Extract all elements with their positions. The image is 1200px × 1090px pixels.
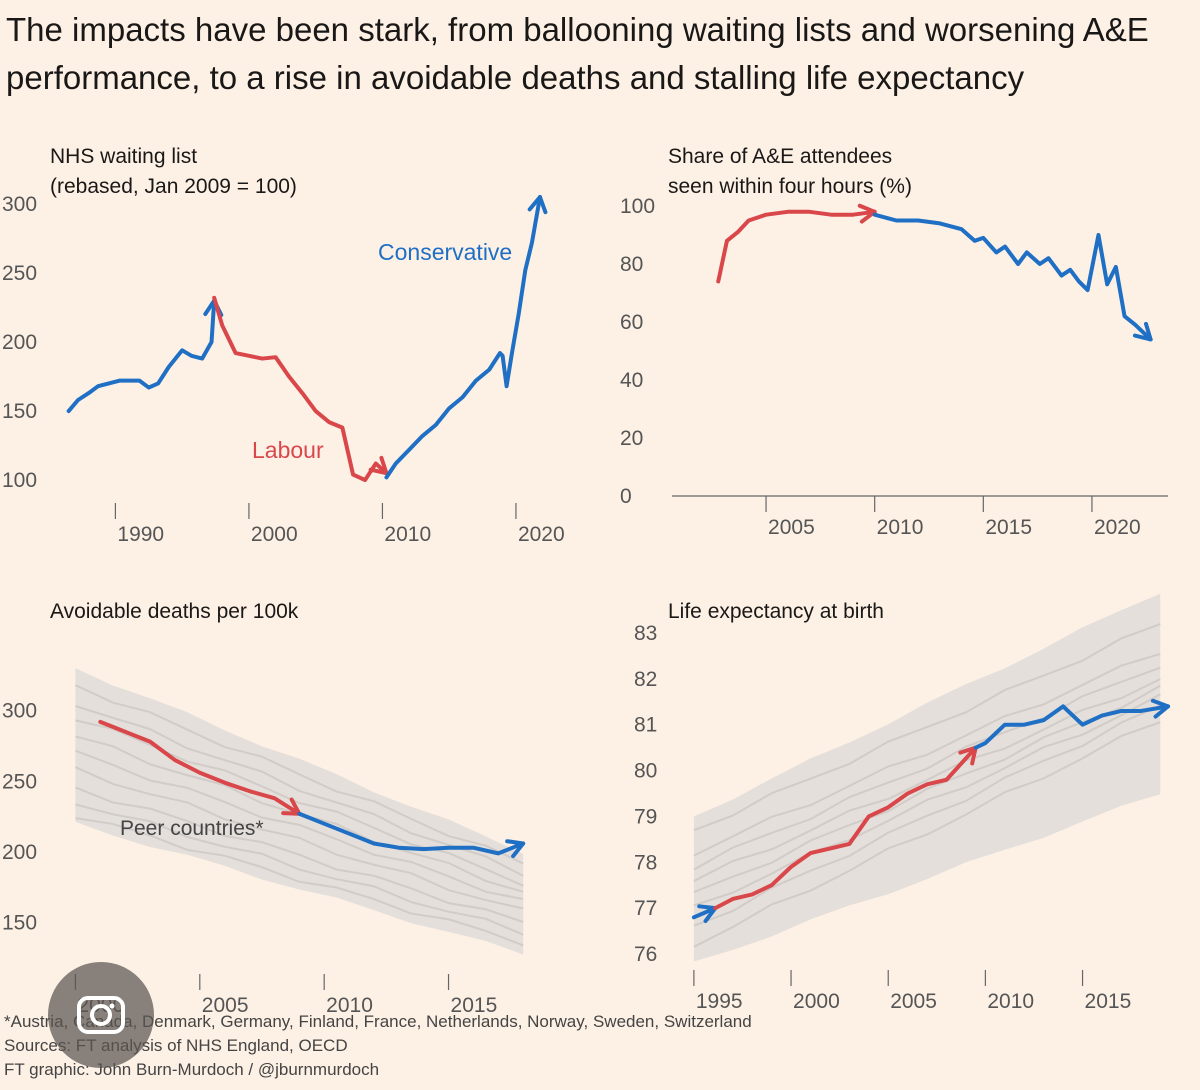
x-tick-label: 2020 <box>1094 516 1141 539</box>
chart-title-line-1: Share of A&E attendees <box>668 145 892 168</box>
peer-country-line <box>75 749 524 901</box>
peer-country-line <box>693 653 1161 857</box>
series-line-conservative <box>384 195 542 480</box>
peer-country-line <box>693 704 1161 927</box>
chart-avoidable-deaths: Avoidable deaths per 100k 150 200 250 300 20… <box>2 600 526 1017</box>
y-tick-label: 250 <box>2 770 37 793</box>
x-tick-label: 2010 <box>326 994 373 1017</box>
y-tick-label: 78 <box>634 851 657 874</box>
chart-ae-four-hours: Share of A&E attendees seen within four … <box>620 145 1168 539</box>
y-tick-label: 150 <box>2 912 37 935</box>
chart-title: Avoidable deaths per 100k <box>50 600 299 623</box>
y-tick-label: 300 <box>2 700 37 723</box>
series-line-conservative <box>973 704 1171 750</box>
footnote-graphic: FT graphic: John Burn-Murdoch / @jburnmu… <box>4 1060 380 1079</box>
y-tick-label: 200 <box>2 841 37 864</box>
peer-country-line <box>75 719 524 887</box>
x-tick-label: 2000 <box>793 990 840 1013</box>
x-tick-label: 2005 <box>890 990 937 1013</box>
y-tick-label: 83 <box>634 622 657 645</box>
peer-country-line <box>693 678 1161 882</box>
annotation-conservative: Conservative <box>378 239 512 265</box>
y-tick-label: 81 <box>634 714 657 737</box>
peer-country-line <box>693 623 1161 832</box>
y-tick-label: 250 <box>2 262 37 285</box>
peer-country-line <box>693 666 1161 871</box>
x-tick-label: 2015 <box>451 994 498 1017</box>
x-tick-label: 1995 <box>696 990 743 1013</box>
x-tick-label: 1990 <box>117 523 164 546</box>
y-tick-label: 82 <box>634 668 657 691</box>
series-line-conservative <box>872 212 1153 342</box>
y-tick-label: 20 <box>620 427 643 450</box>
peer-country-line <box>693 693 1161 907</box>
y-tick-label: 80 <box>620 253 643 276</box>
peer-country-line <box>75 766 524 910</box>
series-arrow-head <box>505 839 526 859</box>
annotation-peer-countries: Peer countries* <box>120 817 264 840</box>
chart-title-line-2: (rebased, Jan 2009 = 100) <box>50 175 297 198</box>
chart-nhs-waiting-list: NHS waiting list (rebased, Jan 2009 = 10… <box>2 145 565 546</box>
y-tick-label: 60 <box>620 311 643 334</box>
y-tick-label: 300 <box>2 193 37 216</box>
peer-country-line <box>75 786 524 923</box>
y-tick-label: 0 <box>620 485 632 508</box>
peer-country-line <box>75 684 524 865</box>
annotation-labour: Labour <box>252 437 324 463</box>
chart-title-line-1: NHS waiting list <box>50 145 197 168</box>
peer-country-line <box>75 705 524 877</box>
peer-country-line <box>75 803 524 936</box>
chart-life-expectancy: Life expectancy at birth 76 77 78 79 80 81 82 8… <box>634 593 1171 1013</box>
y-tick-label: 80 <box>634 760 657 783</box>
series-line-labour <box>713 745 978 911</box>
x-tick-label: 2020 <box>518 523 565 546</box>
series-line-labour <box>716 209 877 284</box>
y-tick-label: 40 <box>620 369 643 392</box>
series-arrow-head <box>1132 321 1153 342</box>
camera-lens-icon <box>77 996 125 1034</box>
x-tick-label: 2010 <box>877 516 924 539</box>
peer-country-line <box>75 817 524 947</box>
series-line-labour <box>98 719 302 816</box>
x-tick-label: 2015 <box>985 516 1032 539</box>
chart-title: Life expectancy at birth <box>668 600 884 623</box>
y-tick-label: 200 <box>2 331 37 354</box>
google-lens-icon[interactable] <box>48 962 154 1068</box>
series-line-conservative <box>66 298 217 414</box>
x-tick-label: 2010 <box>987 990 1034 1013</box>
chart-title-line-2: seen within four hours (%) <box>668 175 912 198</box>
y-tick-label: 100 <box>620 195 655 218</box>
y-tick-label: 79 <box>634 805 657 828</box>
series-line-labour <box>212 295 389 483</box>
peer-country-line <box>693 721 1161 948</box>
series-line-conservative <box>297 811 526 856</box>
y-tick-label: 77 <box>634 897 657 920</box>
x-tick-label: 2000 <box>251 523 298 546</box>
x-tick-label: 2015 <box>1085 990 1132 1013</box>
x-tick-label: 2010 <box>384 523 431 546</box>
footnote-countries: *Austria, Canada, Denmark, Germany, Finl… <box>4 1012 752 1031</box>
y-tick-label: 76 <box>634 943 657 966</box>
series-arrow-head <box>368 455 389 476</box>
x-tick-label: 2005 <box>768 516 815 539</box>
y-tick-label: 100 <box>2 469 37 492</box>
x-tick-label: 2005 <box>202 994 249 1017</box>
y-tick-label: 150 <box>2 400 37 423</box>
headline: The impacts have been stark, from balloo… <box>6 11 1149 96</box>
series-arrow-head <box>527 195 548 215</box>
peer-countries-band <box>693 593 1161 962</box>
series-arrow-head <box>1150 698 1171 719</box>
series-arrow-head <box>857 203 877 224</box>
